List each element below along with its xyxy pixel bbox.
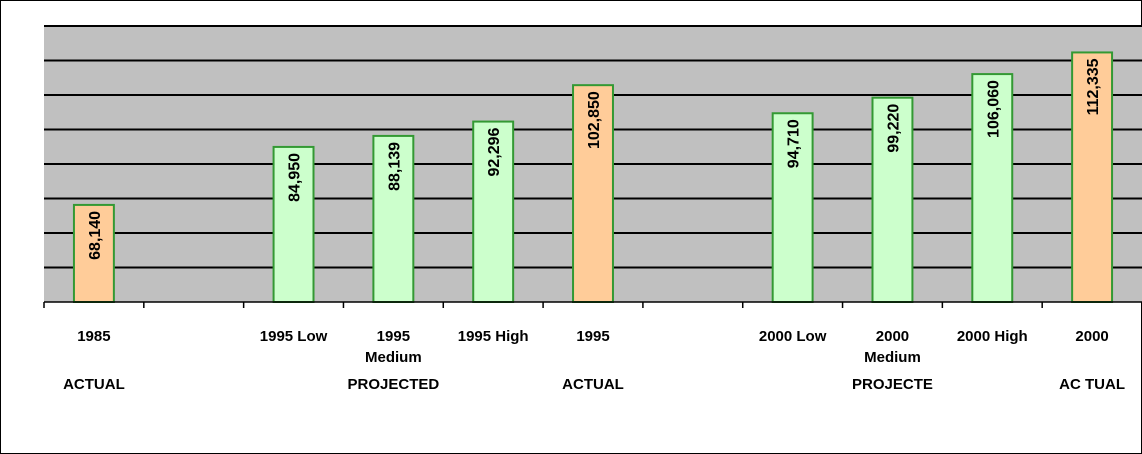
x-tick-label: 1995 High xyxy=(458,328,529,345)
x-tick-label: 2000 High xyxy=(957,328,1028,345)
data-label: 99,220 xyxy=(885,104,902,153)
data-label: 112,335 xyxy=(1085,58,1102,115)
bar xyxy=(771,112,814,303)
bar xyxy=(472,120,515,303)
x-tick-label: Medium xyxy=(864,349,921,366)
bar xyxy=(871,96,914,304)
bar xyxy=(572,84,614,304)
group-label: ACTUAL xyxy=(562,376,624,393)
bar xyxy=(971,73,1014,303)
data-label: 68,140 xyxy=(87,211,104,260)
x-tick-label: Medium xyxy=(365,349,422,366)
data-label: 102,850 xyxy=(586,91,603,149)
bar xyxy=(272,145,315,303)
x-axis xyxy=(43,301,1142,308)
x-tick-label: 2000 Low xyxy=(759,328,827,345)
group-label: PROJECTE xyxy=(852,376,933,393)
x-tick-label: 2000 xyxy=(876,328,909,345)
labels: 68,140 84,950 88,139 92,296 102,850 94,710 99,… xyxy=(63,58,1125,393)
group-label: ACTUAL xyxy=(63,376,125,393)
bar xyxy=(72,203,115,304)
bar xyxy=(1071,51,1114,304)
data-label: 106,060 xyxy=(985,80,1002,138)
data-label: 88,139 xyxy=(386,142,403,191)
data-label: 92,296 xyxy=(486,127,503,176)
x-tick-label: 1995 xyxy=(377,328,410,345)
bars xyxy=(72,51,1114,304)
group-label: PROJECTED xyxy=(348,376,440,393)
x-tick-label: 1995 xyxy=(576,328,609,345)
data-label: 84,950 xyxy=(287,153,304,202)
data-label: 94,710 xyxy=(786,119,803,168)
bar xyxy=(372,134,415,303)
x-tick-label: 1985 xyxy=(77,328,110,345)
x-tick-label: 2000 xyxy=(1075,328,1108,345)
group-label: AC TUAL xyxy=(1059,376,1125,393)
x-tick-label: 1995 Low xyxy=(260,328,328,345)
